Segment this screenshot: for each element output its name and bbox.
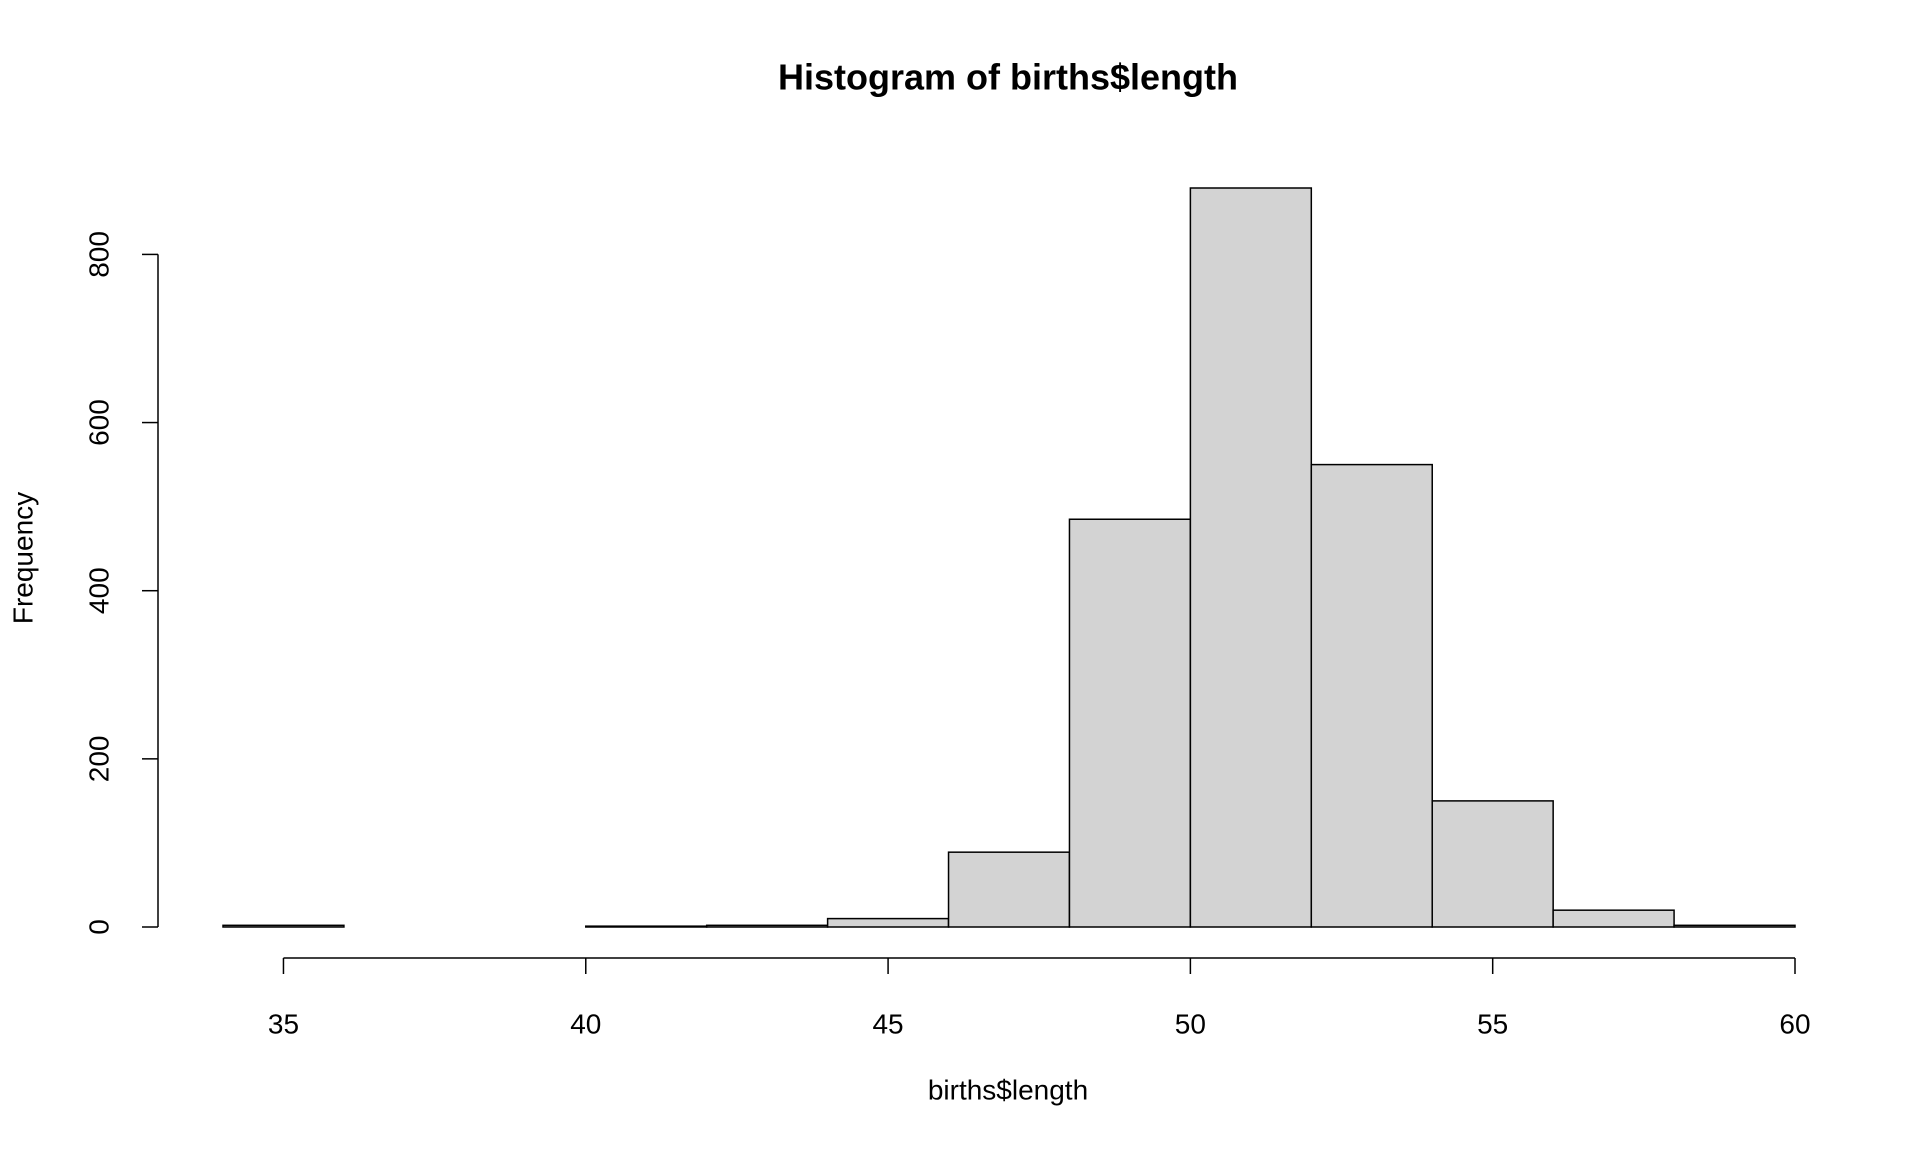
bar bbox=[1673, 924, 1796, 928]
bar bbox=[585, 925, 708, 928]
y-tick-label: 400 bbox=[83, 567, 114, 614]
x-tick-label: 35 bbox=[268, 1008, 299, 1039]
y-tick-label: 200 bbox=[83, 735, 114, 782]
bar bbox=[1310, 463, 1433, 928]
x-tick-label: 60 bbox=[1779, 1008, 1810, 1039]
chart-title: Histogram of births$length bbox=[778, 57, 1238, 98]
bar bbox=[222, 924, 345, 928]
bar bbox=[1068, 518, 1192, 928]
y-tick-label: 0 bbox=[83, 919, 114, 935]
y-tick-label: 600 bbox=[83, 399, 114, 446]
x-tick-label: 55 bbox=[1477, 1008, 1508, 1039]
x-axis-label: births$length bbox=[928, 1074, 1088, 1105]
bar bbox=[826, 917, 950, 928]
x-tick-label: 45 bbox=[872, 1008, 903, 1039]
bar bbox=[947, 851, 1071, 928]
bar bbox=[1189, 187, 1313, 928]
y-tick-label: 800 bbox=[83, 231, 114, 278]
x-tick-label: 50 bbox=[1175, 1008, 1206, 1039]
bar bbox=[1552, 909, 1675, 928]
bar bbox=[1431, 800, 1554, 928]
x-tick-label: 40 bbox=[570, 1008, 601, 1039]
y-axis-label: Frequency bbox=[7, 492, 38, 624]
bar bbox=[705, 924, 829, 928]
